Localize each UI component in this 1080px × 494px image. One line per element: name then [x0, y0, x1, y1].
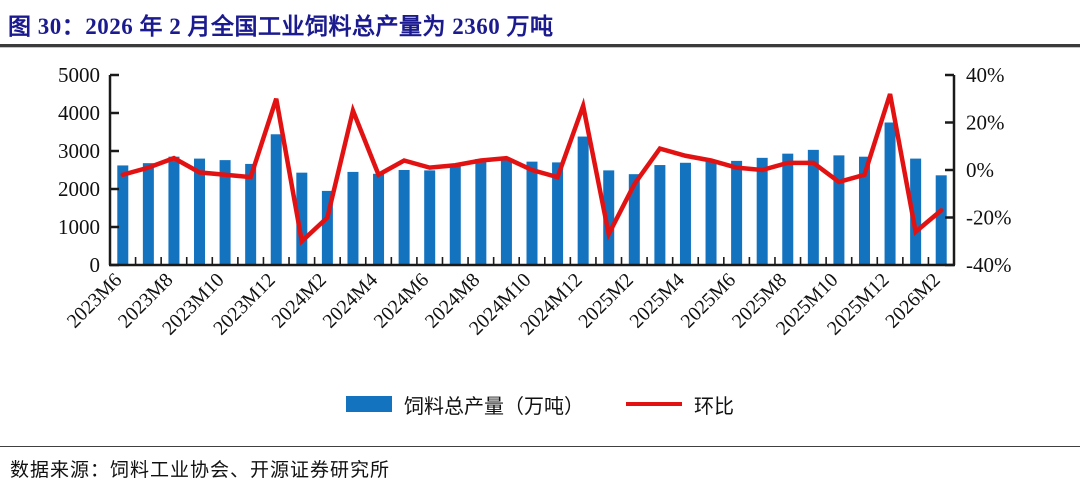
bar — [884, 122, 896, 265]
mom-change-line — [120, 92, 944, 246]
right-axis-label: 40% — [966, 63, 1005, 87]
x-tick-label: 2025M2 — [574, 268, 637, 331]
bar — [756, 157, 768, 265]
bar — [347, 171, 359, 265]
bar — [321, 190, 333, 265]
bar — [270, 133, 282, 265]
left-axis-label: 4000 — [58, 101, 100, 125]
bar — [424, 169, 436, 265]
title-divider — [0, 44, 1080, 47]
bar — [858, 156, 870, 265]
bar — [296, 172, 308, 265]
bar — [603, 169, 615, 265]
x-tick-label: 2024M4 — [319, 268, 382, 331]
bar — [373, 173, 385, 265]
bar — [168, 156, 180, 265]
right-axis-label: -20% — [966, 205, 1012, 229]
bar — [398, 169, 410, 265]
bar — [552, 161, 564, 265]
left-axis-label: 2000 — [58, 177, 100, 201]
bar — [731, 160, 743, 265]
left-axis-label: 0 — [90, 253, 101, 277]
bar — [117, 164, 129, 265]
right-axis-label: 0% — [966, 158, 994, 182]
left-axis-label: 1000 — [58, 215, 100, 239]
left-axis-label: 5000 — [58, 63, 100, 87]
x-tick-label: 2024M2 — [267, 268, 330, 331]
bar — [475, 158, 487, 265]
legend-line-swatch — [626, 401, 682, 407]
legend-bar-swatch — [346, 396, 392, 412]
bar — [935, 174, 947, 265]
feed-production-chart: 5000 4000 3000 2000 1000 0 40% 20% 0% -20% -40% 202… — [58, 63, 1012, 340]
bar — [577, 136, 589, 265]
bar — [142, 162, 154, 265]
chart-legend: 饲料总产量（万吨） 环比 — [0, 390, 1080, 419]
bar — [245, 163, 257, 265]
figure-title: 图 30：2026 年 2 月全国工业饲料总产量为 2360 万吨 — [8, 14, 554, 39]
bar — [526, 161, 538, 265]
x-tick-label: 2025M6 — [677, 268, 740, 331]
x-tick-label: 2026M2 — [881, 268, 944, 331]
data-source-note: 数据来源：饲料工业协会、开源证券研究所 — [0, 446, 1080, 494]
bar — [782, 153, 794, 265]
bar — [833, 154, 845, 265]
bar — [449, 163, 461, 265]
x-tick-label: 2023M6 — [63, 268, 126, 331]
bar — [628, 173, 640, 265]
bar — [194, 158, 206, 265]
bar — [910, 158, 922, 265]
bar — [219, 159, 231, 265]
left-axis-label: 3000 — [58, 139, 100, 163]
x-tick-label: 2025M4 — [625, 268, 688, 331]
title-divider-shadow — [0, 46, 1080, 48]
right-axis-label: -40% — [966, 253, 1012, 277]
bar — [705, 161, 717, 265]
bar — [654, 164, 666, 265]
bar — [807, 149, 819, 265]
bar — [500, 159, 512, 265]
right-axis-label: 20% — [966, 110, 1005, 134]
x-tick-label: 2024M6 — [370, 268, 433, 331]
legend-line-label: 环比 — [694, 395, 734, 418]
legend-bar-label: 饲料总产量（万吨） — [404, 395, 584, 418]
bar — [679, 162, 691, 265]
